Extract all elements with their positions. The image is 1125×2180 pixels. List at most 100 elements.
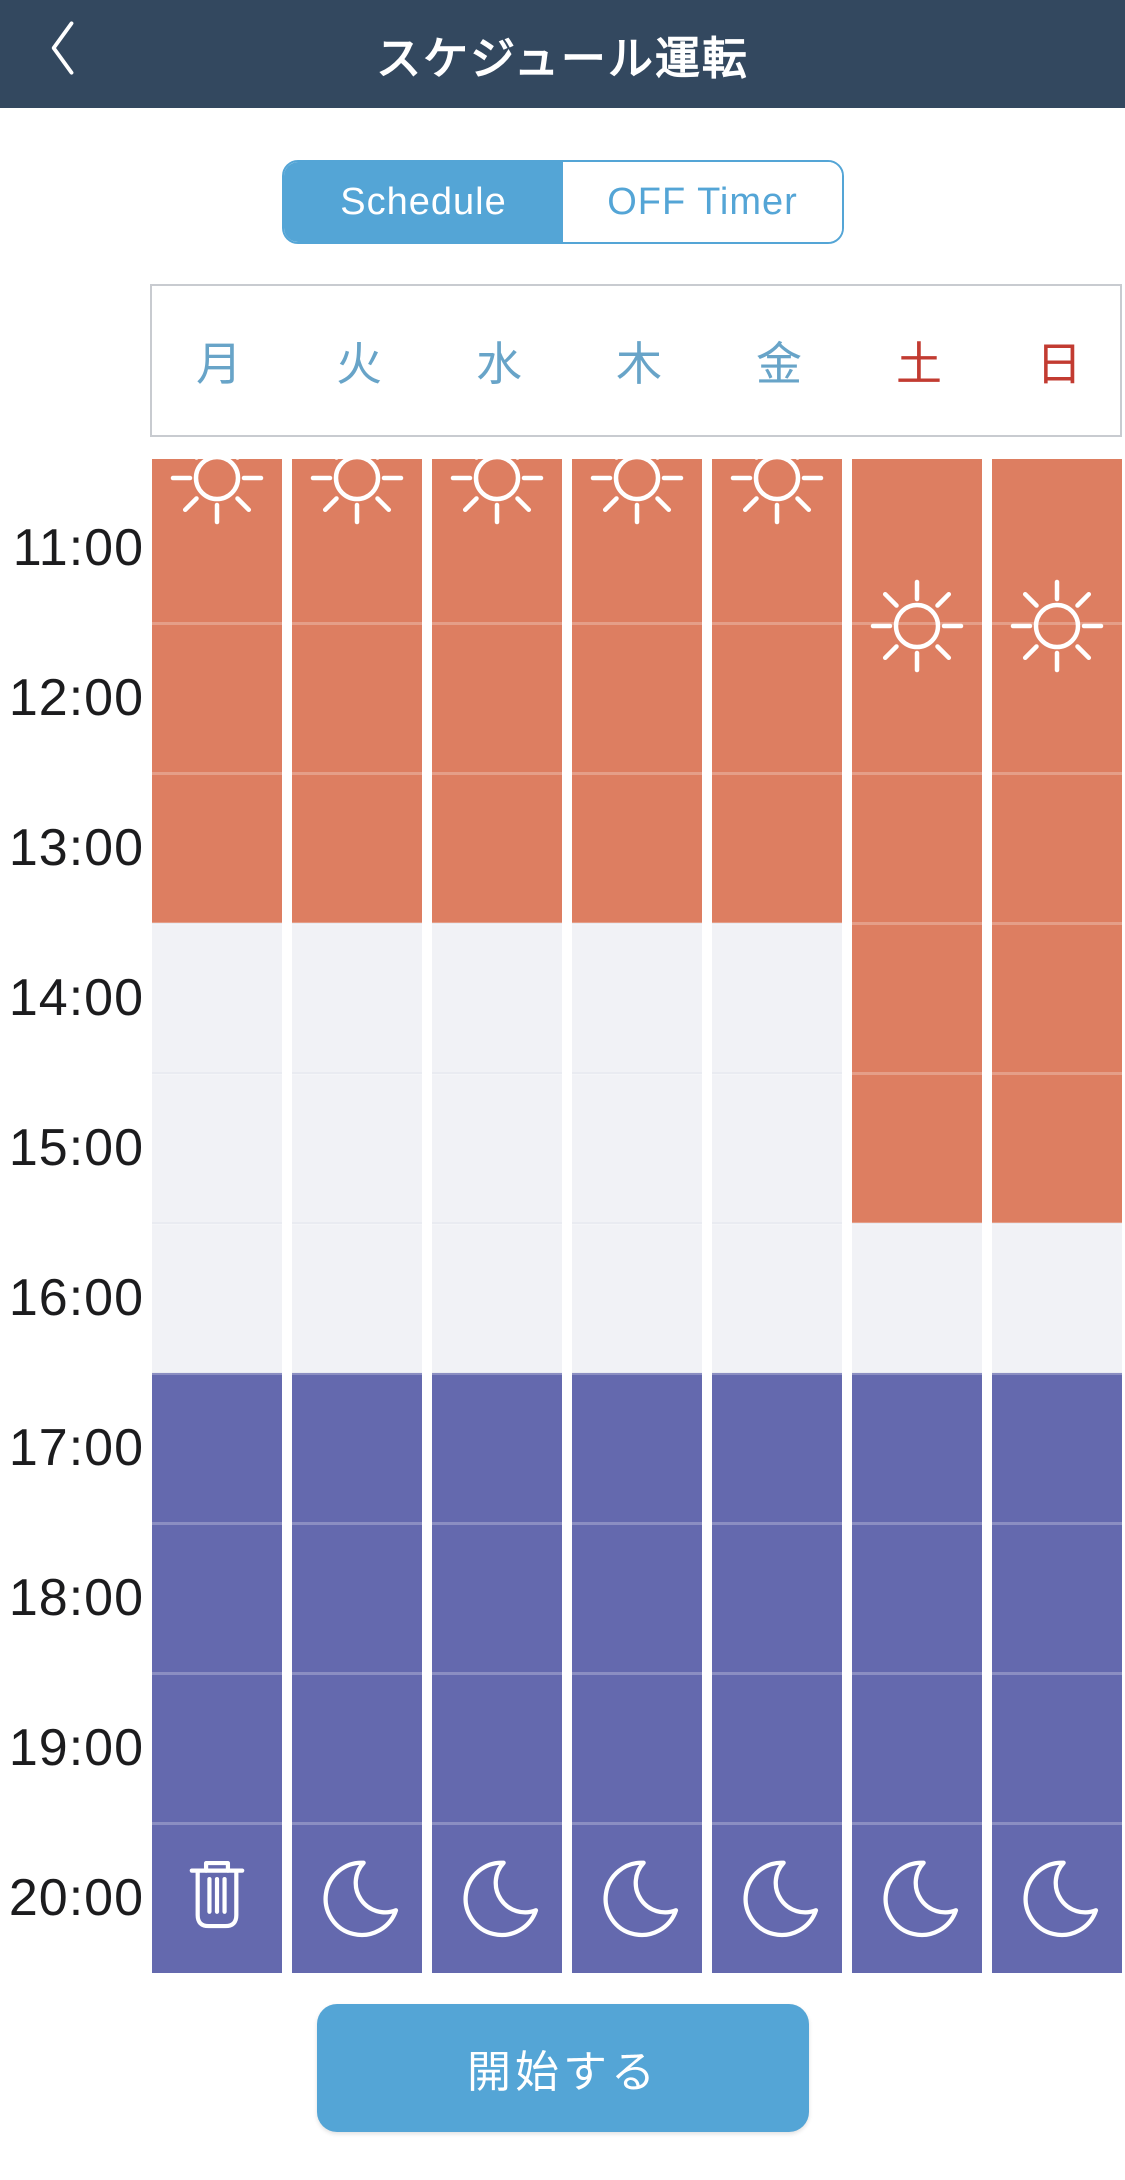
on-period-bar[interactable] <box>712 459 842 923</box>
day-column-thu[interactable] <box>572 459 702 1973</box>
gridline-overlay <box>292 922 422 925</box>
moon-icon <box>870 1850 965 1945</box>
gridline-overlay <box>852 1672 982 1675</box>
gridline-overlay <box>852 1372 982 1375</box>
gridline <box>292 922 422 924</box>
time-label-1400: 14:00 <box>8 969 144 1027</box>
moon-icon <box>1010 1850 1105 1945</box>
gridline-overlay <box>572 772 702 775</box>
trash-icon[interactable] <box>175 1853 259 1937</box>
gridline-overlay <box>572 1372 702 1375</box>
gridline-overlay <box>992 622 1122 625</box>
sun-icon <box>447 459 547 528</box>
on-period-bar[interactable] <box>432 459 562 923</box>
gridline-overlay <box>712 772 842 775</box>
off-period-bar[interactable] <box>152 1373 282 1973</box>
gridline <box>572 1222 702 1224</box>
gridline-overlay <box>152 1222 282 1225</box>
on-period-bar[interactable] <box>992 459 1122 1223</box>
gridline-overlay <box>852 772 982 775</box>
day-label-sun: 日 <box>1036 337 1082 390</box>
gridline <box>152 922 282 924</box>
day-column-fri[interactable] <box>712 459 842 1973</box>
gridline-overlay <box>572 622 702 625</box>
time-label-1500: 15:00 <box>8 1119 144 1177</box>
schedule-mode-toggle: Schedule OFF Timer <box>282 160 844 244</box>
gridline-overlay <box>432 1222 562 1225</box>
page-title: スケジュール運転 <box>376 32 749 84</box>
time-label-1800: 18:00 <box>8 1569 144 1627</box>
gridline-overlay <box>992 1372 1122 1375</box>
day-column-wed[interactable] <box>432 459 562 1973</box>
gridline-overlay <box>852 1822 982 1825</box>
gridline-overlay <box>432 1822 562 1825</box>
on-period-bar[interactable] <box>152 459 282 923</box>
gridline-overlay <box>992 1822 1122 1825</box>
day-label-fri: 金 <box>756 337 802 390</box>
gridline <box>292 1072 422 1074</box>
on-period-bar[interactable] <box>852 459 982 1223</box>
gridline-overlay <box>712 1522 842 1525</box>
gridline-overlay <box>292 1222 422 1225</box>
day-header-row: 月火水木金土日 <box>150 284 1122 437</box>
start-button[interactable]: 開始する <box>317 2004 809 2132</box>
gridline-overlay <box>432 1672 562 1675</box>
time-label-1300: 13:00 <box>8 819 144 877</box>
sun-icon <box>167 459 267 528</box>
time-axis: 11:00 12:00 13:00 14:00 15:00 16:00 17:00 18:00… <box>0 459 148 1973</box>
gridline <box>432 922 562 924</box>
gridline-overlay <box>152 1522 282 1525</box>
day-column-sun[interactable] <box>992 459 1122 1973</box>
gridline-overlay <box>152 1372 282 1375</box>
tab-off-timer[interactable]: OFF Timer <box>563 162 842 242</box>
day-column-tue[interactable] <box>292 459 422 1973</box>
moon-icon <box>310 1850 405 1945</box>
gridline-overlay <box>572 922 702 925</box>
gridline <box>432 1072 562 1074</box>
gridline-overlay <box>152 1822 282 1825</box>
gridline-overlay <box>852 1522 982 1525</box>
day-column-mon[interactable] <box>152 459 282 1973</box>
gridline-overlay <box>712 922 842 925</box>
gridline-overlay <box>852 1072 982 1075</box>
gridline-overlay <box>432 772 562 775</box>
sun-icon <box>867 576 967 676</box>
time-label-1600: 16:00 <box>8 1269 144 1327</box>
gridline-overlay <box>992 1072 1122 1075</box>
gridline-overlay <box>712 1072 842 1075</box>
day-column-sat[interactable] <box>852 459 982 1973</box>
gridline-overlay <box>572 1672 702 1675</box>
gridline-overlay <box>152 772 282 775</box>
gridline-overlay <box>572 1072 702 1075</box>
gridline-overlay <box>572 1222 702 1225</box>
gridline-overlay <box>712 1672 842 1675</box>
time-label-1700: 17:00 <box>8 1419 144 1477</box>
gridline-overlay <box>992 922 1122 925</box>
gridline-overlay <box>152 1072 282 1075</box>
gridline-overlay <box>432 1072 562 1075</box>
gridline <box>292 1222 422 1224</box>
back-button[interactable] <box>28 8 98 88</box>
time-label-1900: 19:00 <box>8 1719 144 1777</box>
schedule-grid <box>152 459 1122 1973</box>
sun-icon <box>1007 576 1107 676</box>
on-period-bar[interactable] <box>572 459 702 923</box>
moon-icon <box>450 1850 545 1945</box>
gridline-overlay <box>432 1372 562 1375</box>
gridline-overlay <box>152 1672 282 1675</box>
gridline <box>152 1072 282 1074</box>
on-period-bar[interactable] <box>292 459 422 923</box>
gridline-overlay <box>572 1822 702 1825</box>
gridline <box>992 1222 1122 1224</box>
gridline-overlay <box>992 1522 1122 1525</box>
day-label-mon: 月 <box>196 337 242 390</box>
gridline <box>572 922 702 924</box>
gridline-overlay <box>152 622 282 625</box>
tab-schedule[interactable]: Schedule <box>284 162 563 242</box>
time-label-1100: 11:00 <box>12 519 144 577</box>
time-label-2000: 20:00 <box>8 1869 144 1927</box>
moon-icon <box>730 1850 825 1945</box>
sun-icon <box>587 459 687 528</box>
gridline-overlay <box>292 1372 422 1375</box>
gridline-overlay <box>992 772 1122 775</box>
